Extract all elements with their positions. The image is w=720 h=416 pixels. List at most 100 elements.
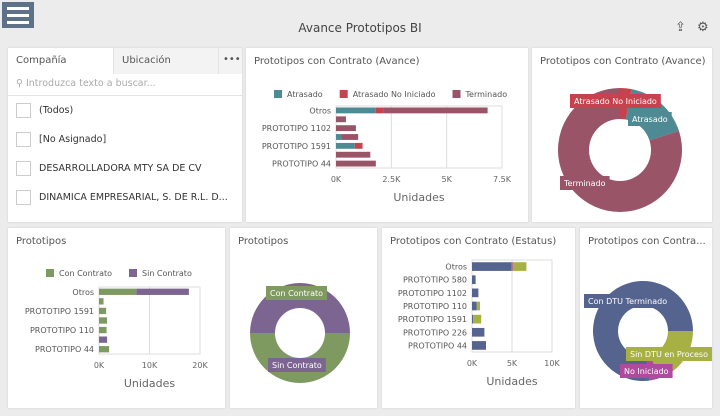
chart-title: Prototipos con Contrato (Avance): [540, 56, 706, 67]
bar: [99, 307, 107, 315]
bar: [383, 107, 488, 114]
list-item[interactable]: (Todos): [8, 96, 242, 125]
checkbox[interactable]: [16, 190, 31, 205]
prototipos-donut-chart: Prototipos Con Contrato Sin Contrato: [230, 228, 377, 408]
tick-label: 2.5K: [382, 175, 401, 184]
bar: [99, 346, 110, 353]
bar: [341, 134, 359, 140]
chart-svg: Con Contrato Sin Contrato: [250, 283, 350, 383]
bar: [473, 314, 482, 324]
bar: [472, 275, 476, 285]
bar: [99, 288, 137, 295]
chart-title: Prototipos con Contrato (Avance): [254, 56, 420, 67]
legend-swatch: [452, 90, 461, 98]
dtu-donut-chart: Prototipos con Contra... Sin DTU en Proce…: [580, 228, 712, 408]
category-label: Otros: [445, 263, 467, 272]
tick-label: 7.5K: [493, 175, 512, 184]
legend-swatch: [129, 269, 138, 277]
slice-label: Con Contrato: [270, 289, 323, 298]
category-label: PROTOTIPO 44: [35, 345, 94, 354]
category-label: PROTOTIPO 44: [272, 160, 331, 169]
hamburger-icon[interactable]: [2, 2, 34, 28]
search-icon: ⚲: [16, 78, 26, 89]
slice-label: Con DTU Terminado: [588, 297, 667, 306]
category-label: PROTOTIPO 226: [403, 328, 467, 337]
slice-label-bg: [626, 347, 712, 361]
donut-slice: [250, 333, 350, 383]
chart-title: Prototipos con Contrato (Estatus): [390, 236, 557, 247]
checkbox[interactable]: [16, 132, 31, 147]
bar: [476, 301, 480, 311]
bar: [136, 288, 189, 295]
bar: [336, 160, 376, 167]
chart-title: Prototipos: [238, 236, 289, 247]
legend-label: Atrasado: [287, 90, 323, 99]
bar: [336, 107, 376, 114]
slice-label-bg: [584, 294, 672, 308]
slice-label: Sin DTU en Proceso: [630, 350, 708, 359]
search-input[interactable]: ⚲ Introduzca texto a buscar...: [8, 74, 242, 96]
header: Avance Prototipos BI ⇪ ⚙: [0, 0, 720, 42]
legend-label: Atrasado No Iniciado: [353, 90, 436, 99]
bar: [354, 142, 363, 149]
bar: [99, 317, 108, 324]
slice-label-bg: [628, 112, 672, 126]
tick-label: 10K: [544, 359, 560, 368]
bar: [336, 151, 371, 158]
chart-svg: 0K 5K 10K Unidades Otros PROTOTIPO 580 PROTOTI…: [398, 259, 560, 388]
bar: [472, 288, 479, 298]
tab-ubicacion[interactable]: Ubicación: [113, 48, 218, 74]
bar: [375, 107, 384, 114]
slice-label: Atrasado No Iniciado: [574, 97, 657, 106]
tick-label: 0K: [94, 361, 105, 370]
chart-svg: Atrasado No Iniciado Atrasado Terminado: [558, 88, 682, 212]
legend-swatch: [274, 90, 282, 98]
chart-title: Prototipos con Contra...: [588, 236, 706, 247]
plot-area: [335, 105, 503, 169]
slice-label: No Iniciado: [624, 367, 669, 376]
filter-panel: Compañía Ubicación ••• ⚲ Introduzca text…: [8, 48, 242, 222]
tab-compania[interactable]: Compañía: [8, 48, 113, 74]
category-label: PROTOTIPO 44: [408, 341, 467, 350]
axis-label: Unidades: [393, 191, 445, 204]
more-button[interactable]: •••: [218, 48, 242, 74]
prototipos-bar-chart: Prototipos Con Contrato Sin Contrato 0K 10K 2…: [8, 228, 225, 408]
bar: [512, 262, 527, 271]
filter-settings-icon[interactable]: ⚙: [697, 20, 709, 35]
bar: [336, 142, 355, 149]
tick-label: 5K: [507, 359, 518, 368]
checkbox[interactable]: [16, 161, 31, 176]
checkbox[interactable]: [16, 103, 31, 118]
chart-svg: Sin DTU en Proceso No Iniciado Con DTU Ter…: [584, 281, 712, 381]
legend-swatch: [339, 90, 348, 98]
slice-label-bg: [266, 286, 328, 300]
category-label: PROTOTIPO 1102: [262, 124, 331, 133]
avance-donut-chart: Prototipos con Contrato (Avance) Atrasado…: [532, 48, 712, 222]
legend-label: Con Contrato: [59, 269, 112, 278]
tick-label: 20K: [192, 361, 208, 370]
category-label: Otros: [72, 288, 94, 297]
slice-label-bg: [620, 364, 673, 378]
bar: [336, 116, 346, 123]
list-item[interactable]: DESARROLLADORA MTY SA DE CV: [8, 154, 242, 183]
list-item[interactable]: [No Asignado]: [8, 125, 242, 154]
category-label: PROTOTIPO 1591: [262, 142, 331, 151]
legend-label: Sin Contrato: [142, 269, 192, 278]
chart-svg: Con Contrato Sin Contrato 0K 10K 20K Unidades…: [25, 269, 208, 390]
list-item[interactable]: DINAMICA EMPRESARIAL, S. DE R.L. D...: [8, 183, 242, 212]
bar: [99, 326, 107, 334]
chart-svg: Atrasado Atrasado No Iniciado Terminado 0K 2…: [262, 90, 512, 204]
tick-label: 5K: [441, 175, 452, 184]
tick-label: 0K: [331, 175, 342, 184]
category-label: PROTOTIPO 580: [403, 276, 467, 285]
page-title: Avance Prototipos BI: [298, 21, 422, 35]
estatus-bar-chart: Prototipos con Contrato (Estatus) 0K 5K 10K…: [382, 228, 575, 408]
category-label: Otros: [309, 106, 331, 115]
category-label: PROTOTIPO 1591: [25, 307, 94, 316]
legend-swatch: [46, 269, 54, 277]
slice-label: Atrasado: [632, 115, 668, 124]
category-label: PROTOTIPO 1591: [398, 315, 467, 324]
category-label: PROTOTIPO 110: [30, 326, 94, 335]
export-icon[interactable]: ⇪: [675, 20, 686, 35]
bar: [472, 262, 512, 271]
